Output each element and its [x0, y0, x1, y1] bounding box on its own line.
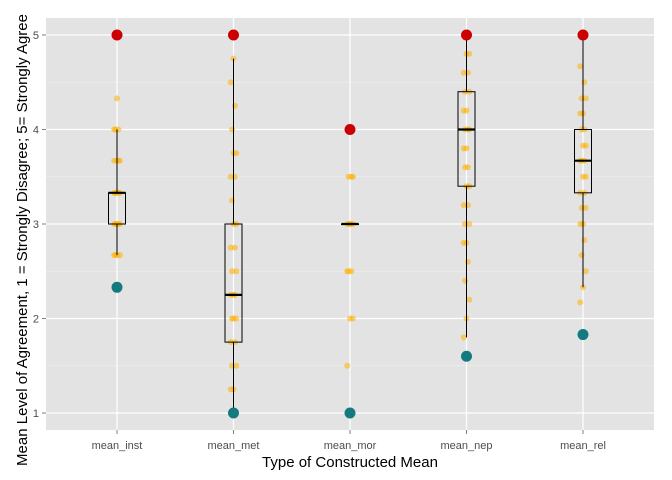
x-axis: mean_inst mean_met mean_mor mean_nep mean_re…: [92, 430, 606, 452]
min-marker: [461, 350, 472, 362]
data-point: [231, 102, 238, 109]
data-point: [227, 79, 234, 86]
data-point: [582, 95, 589, 102]
x-axis-title: Type of Constructed Mean: [262, 454, 438, 471]
data-point: [233, 362, 240, 369]
box-iqr: [224, 223, 243, 343]
data-point: [233, 315, 240, 322]
box-iqr: [457, 91, 476, 187]
data-point: [114, 95, 120, 102]
data-point: [460, 69, 467, 76]
data-point: [344, 362, 351, 369]
max-marker: [228, 29, 239, 41]
x-tick-label: mean_inst: [92, 440, 143, 452]
data-point: [460, 334, 467, 341]
data-point: [348, 173, 355, 180]
data-point: [463, 145, 470, 152]
data-point: [231, 244, 238, 251]
y-axis: 1 2 3 4 5: [33, 30, 46, 420]
data-point: [464, 258, 471, 265]
x-tick-label: mean_mor: [324, 440, 377, 452]
max-marker: [577, 29, 589, 41]
data-point: [582, 142, 589, 149]
min-marker: [344, 407, 356, 419]
data-point: [227, 244, 234, 251]
y-tick-label: 2: [33, 313, 39, 325]
data-point: [348, 268, 355, 275]
data-point: [577, 63, 584, 70]
data-point: [464, 164, 471, 171]
max-marker: [111, 29, 123, 41]
extreme-markers: [111, 29, 589, 419]
data-point: [462, 221, 469, 227]
x-tick-label: mean_rel: [560, 440, 606, 452]
max-marker: [461, 29, 472, 41]
data-point: [116, 157, 123, 164]
data-point: [577, 299, 584, 306]
x-tick-label: mean_met: [208, 440, 260, 452]
y-axis-title: Mean Level of Agreement, 1 = Strongly Di…: [14, 14, 31, 466]
y-tick-label: 5: [33, 30, 39, 42]
data-point: [229, 315, 236, 322]
data-point: [466, 50, 473, 57]
data-point: [229, 268, 236, 275]
max-marker: [344, 124, 356, 136]
min-marker: [111, 281, 123, 293]
data-point: [116, 252, 123, 259]
data-point: [344, 268, 351, 275]
data-point: [233, 150, 240, 157]
min-marker: [228, 407, 239, 419]
data-point: [349, 315, 356, 322]
data-point: [466, 221, 473, 227]
data-point: [229, 197, 236, 204]
boxes: [108, 35, 592, 413]
data-point: [229, 362, 236, 369]
data-point: [466, 296, 473, 303]
data-point: [229, 126, 236, 133]
data-point: [581, 237, 588, 244]
x-tick-label: mean_nep: [441, 440, 493, 452]
min-marker: [577, 329, 589, 341]
data-point: [581, 79, 588, 86]
data-point: [578, 252, 585, 259]
data-point: [227, 173, 234, 180]
data-point: [582, 268, 589, 275]
data-point: [463, 107, 470, 114]
data-point: [578, 95, 585, 102]
data-point: [578, 204, 585, 211]
y-tick-label: 1: [33, 408, 39, 420]
data-point: [582, 204, 589, 211]
data-point: [112, 252, 119, 259]
data-point: [462, 277, 469, 284]
data-point: [582, 173, 589, 180]
data-point: [460, 202, 467, 209]
data-point: [111, 126, 118, 133]
y-tick-label: 3: [33, 219, 39, 231]
y-tick-label: 4: [33, 125, 39, 137]
data-point: [233, 268, 240, 275]
